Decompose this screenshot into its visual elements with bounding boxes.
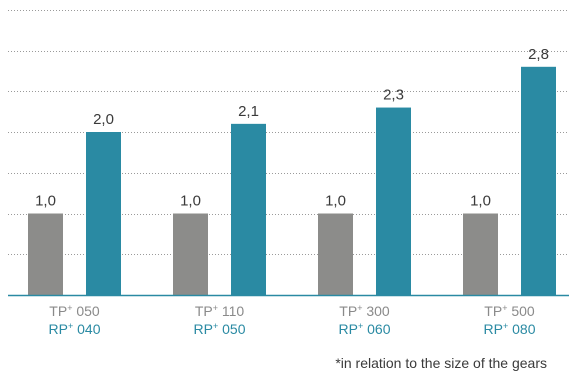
category-label-tp: TP+ 110 bbox=[195, 303, 245, 319]
value-labels: 1,0 1,0 1,0 1,0 2,0 2,1 2,3 2,8 bbox=[35, 46, 549, 210]
category-label-tp: TP+ 050 bbox=[49, 303, 100, 319]
bar bbox=[463, 213, 498, 295]
bars bbox=[28, 66, 556, 295]
category-label-rp: RP+ 080 bbox=[484, 321, 536, 337]
value-label: 2,8 bbox=[528, 46, 549, 63]
category-labels: TP+ 050 RP+ 040 TP+ 110 RP+ 050 TP+ 300 RP+ 0… bbox=[49, 303, 536, 337]
category-label-tp: TP+ 300 bbox=[339, 303, 390, 319]
bar bbox=[318, 213, 353, 295]
bar bbox=[231, 123, 266, 295]
value-label: 1,0 bbox=[180, 193, 201, 210]
category-label-rp: RP+ 050 bbox=[194, 321, 246, 337]
category-label-tp: TP+ 500 bbox=[484, 303, 535, 319]
value-label: 1,0 bbox=[35, 193, 56, 210]
value-label: 2,3 bbox=[383, 87, 404, 104]
value-label: 1,0 bbox=[325, 193, 346, 210]
bar bbox=[521, 66, 556, 295]
footnote: *in relation to the size of the gears bbox=[335, 355, 547, 371]
category-label-rp: RP+ 040 bbox=[49, 321, 101, 337]
value-label: 2,1 bbox=[238, 103, 259, 120]
value-label: 2,0 bbox=[93, 111, 114, 128]
category-label-rp: RP+ 060 bbox=[339, 321, 391, 337]
bar bbox=[173, 213, 208, 295]
bar bbox=[28, 213, 63, 295]
value-label: 1,0 bbox=[470, 193, 491, 210]
bar bbox=[376, 107, 411, 295]
bar bbox=[86, 132, 121, 295]
